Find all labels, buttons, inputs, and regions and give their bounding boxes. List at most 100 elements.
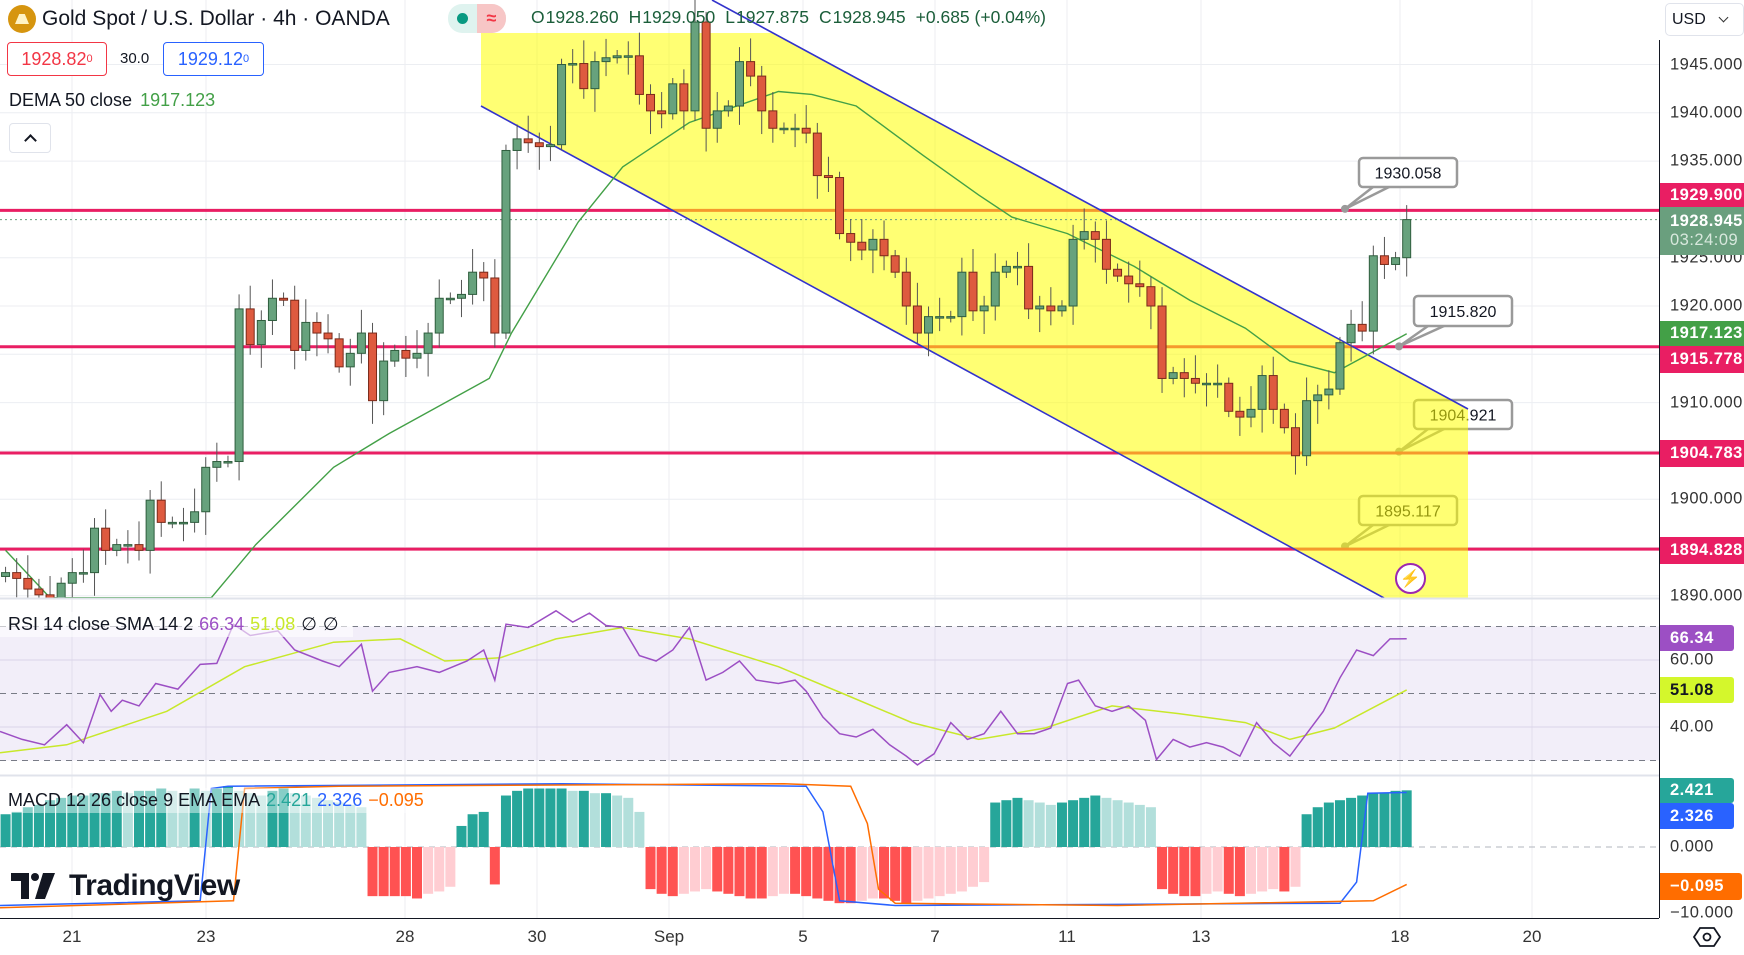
- macd-histogram-bar: [145, 790, 156, 847]
- rsi-sma-label: 51.08: [1660, 677, 1734, 703]
- macd-histogram-bar: [845, 847, 856, 904]
- macd-histogram-bar: [712, 847, 723, 892]
- level-price-label: 1894.828: [1660, 537, 1744, 564]
- candle-bearish: [657, 110, 667, 115]
- macd-histogram-bar: [1290, 847, 1301, 887]
- macd-histogram-bar: [512, 790, 523, 847]
- candle-bearish: [1279, 408, 1289, 429]
- time-axis-label: 30: [527, 927, 547, 946]
- signal-line: [0, 783, 1408, 909]
- macd-histogram-bar: [256, 795, 267, 847]
- macd-histogram-bar: [1346, 797, 1357, 847]
- candle-bearish: [1135, 283, 1145, 288]
- currency-select[interactable]: USD: [1665, 3, 1744, 36]
- candle-bullish: [1313, 394, 1323, 402]
- macd-histogram-bar: [801, 847, 812, 897]
- high-label: H: [628, 7, 642, 27]
- macd-histogram-bar: [445, 847, 456, 887]
- buy-price: 1929.12: [177, 48, 243, 69]
- time-axis-label: 18: [1390, 927, 1410, 946]
- collapse-legend-button[interactable]: [9, 123, 51, 153]
- market-status-badge[interactable]: ≈: [448, 4, 506, 33]
- candle-bearish: [701, 21, 711, 129]
- macd-histogram-bar: [623, 797, 634, 847]
- candle-bullish: [1035, 305, 1045, 310]
- candle-bearish: [912, 305, 922, 334]
- macd-histogram-bar: [834, 847, 845, 904]
- macd-histogram-bar: [990, 802, 1001, 847]
- candle-bullish: [145, 499, 155, 551]
- rsi-legend[interactable]: RSI 14 close SMA 14 2 66.34 51.08 ∅ ∅: [0, 612, 353, 637]
- candle-bearish: [1124, 275, 1134, 285]
- candle-bearish: [823, 175, 833, 179]
- macd-histogram-bar: [1246, 847, 1256, 894]
- macd-legend[interactable]: MACD 12 26 close 9 EMA EMA 2.421 2.326 −0.0…: [0, 788, 438, 813]
- candle-bullish: [212, 461, 222, 468]
- rsi-empty-value: ∅: [322, 614, 339, 634]
- macd-line-label: 2.326: [1660, 803, 1734, 829]
- macd-histogram-bar: [1301, 814, 1312, 847]
- chevron-up-icon: [23, 134, 37, 147]
- candle-bullish: [345, 352, 355, 368]
- macd-signal-value: −0.095: [368, 790, 424, 810]
- candle-bullish: [223, 461, 233, 464]
- candle-bearish: [34, 588, 44, 596]
- candle-bullish: [935, 316, 945, 319]
- candle-bullish: [67, 572, 77, 584]
- macd-histogram-bar: [1357, 795, 1368, 847]
- macd-histogram-bar: [45, 800, 56, 847]
- rsi-pane[interactable]: [0, 609, 1659, 766]
- candle-bullish: [1368, 255, 1378, 332]
- candle-bearish: [1101, 238, 1111, 270]
- macd-histogram-bar: [378, 847, 389, 897]
- macd-histogram-bar: [412, 847, 422, 899]
- macd-histogram-bar: [1134, 804, 1145, 847]
- symbol-header[interactable]: Gold Spot / U.S. Dollar · 4h · OANDA: [8, 4, 390, 34]
- macd-pane[interactable]: [0, 783, 1659, 909]
- candle-bullish: [356, 332, 366, 354]
- macd-histogram-bar: [434, 847, 445, 892]
- candle-bullish: [256, 319, 266, 346]
- tradingview-logo[interactable]: TradingView: [11, 869, 240, 903]
- macd-histogram-bar: [289, 793, 300, 847]
- low-value: 1927.875: [736, 7, 809, 27]
- symbol-title[interactable]: Gold Spot / U.S. Dollar · 4h · OANDA: [42, 7, 390, 30]
- lightning-icon[interactable]: ⚡: [1395, 563, 1426, 594]
- macd-histogram-bar: [923, 847, 934, 899]
- macd-histogram-bar: [100, 793, 111, 847]
- macd-histogram-bar: [678, 847, 689, 894]
- rsi-sma-value: 51.08: [250, 614, 296, 634]
- macd-axis[interactable]: 0.000 −10.000: [1660, 776, 1744, 919]
- macd-histogram-bar: [311, 797, 322, 847]
- chart-settings-eye-icon[interactable]: [1692, 926, 1722, 948]
- dema-label: DEMA 50 close: [9, 90, 133, 110]
- time-axis-line: [0, 918, 1659, 919]
- dema-legend[interactable]: DEMA 50 close 1917.123: [9, 90, 215, 111]
- candle-bullish: [112, 544, 122, 551]
- channel-fill[interactable]: [481, 33, 1468, 598]
- candle-bearish: [12, 572, 22, 579]
- candle-bearish: [479, 271, 489, 279]
- macd-histogram: [0, 786, 1412, 904]
- channel-lower-line[interactable]: [480, 105, 1385, 598]
- macd-histogram-bar: [901, 847, 912, 904]
- high-value: 1929.050: [642, 7, 716, 27]
- rsi-axis-tick: 60.00: [1670, 650, 1714, 669]
- price-axis-tick: 1900.000: [1670, 489, 1743, 508]
- time-axis-label: 11: [1058, 927, 1076, 946]
- candle-bearish: [1113, 268, 1123, 277]
- sell-button[interactable]: 1928.82 0: [7, 42, 107, 76]
- macd-histogram-bar: [690, 847, 700, 892]
- bar-countdown: 03:24:09: [1670, 231, 1739, 249]
- channel-upper-line[interactable]: [711, 0, 1469, 410]
- macd-histogram-bar: [1379, 793, 1390, 847]
- candle-bearish: [646, 93, 656, 112]
- candle-bearish: [401, 349, 411, 359]
- candle-bullish: [512, 138, 522, 151]
- candle-bullish: [379, 360, 389, 402]
- macd-histogram-bar: [1401, 790, 1412, 847]
- buy-button[interactable]: 1929.12 0: [163, 42, 264, 76]
- candle-bearish: [801, 127, 811, 134]
